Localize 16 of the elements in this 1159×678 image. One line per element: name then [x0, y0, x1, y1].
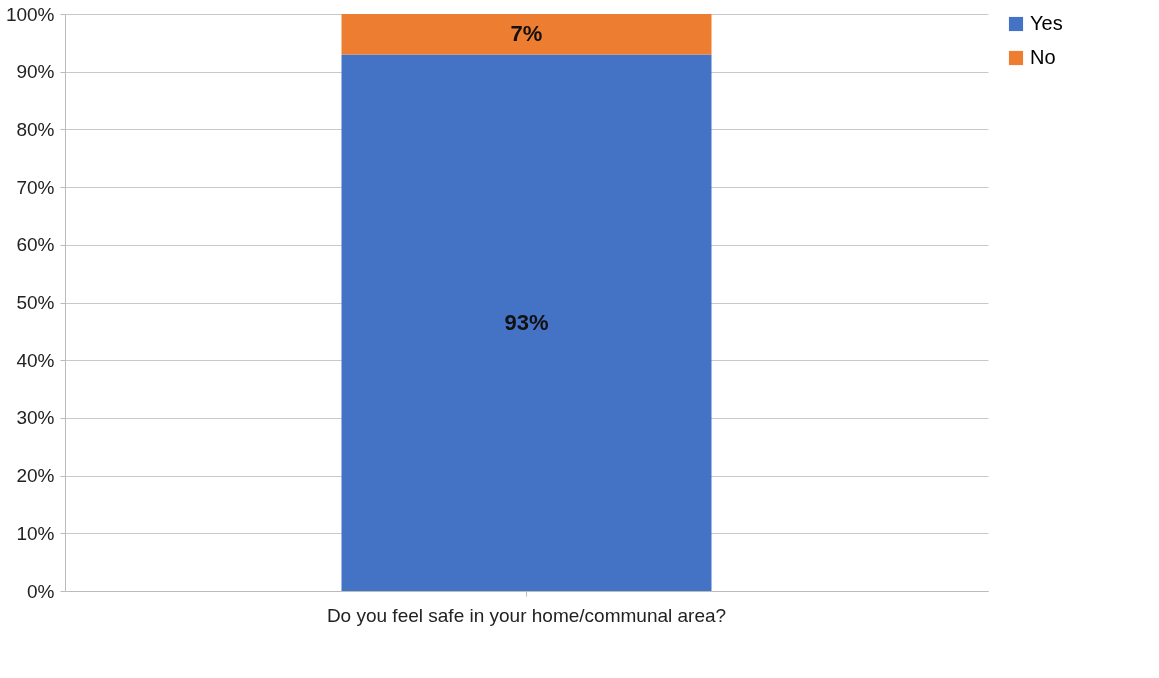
- y-tick-label: 0%: [27, 580, 55, 602]
- y-tick-label: 90%: [16, 61, 55, 83]
- legend-label: No: [1030, 46, 1056, 68]
- y-tick-label: 100%: [5, 3, 55, 25]
- data-label: 93%: [504, 309, 549, 335]
- data-label: 7%: [510, 21, 543, 47]
- y-tick-label: 30%: [16, 407, 55, 429]
- y-tick-label: 80%: [16, 118, 55, 140]
- y-tick-label: 40%: [16, 349, 55, 371]
- legend-label: Yes: [1030, 12, 1063, 34]
- y-tick-label: 20%: [16, 465, 55, 487]
- y-tick-label: 70%: [16, 176, 55, 198]
- y-tick-label: 50%: [16, 292, 55, 313]
- x-tick-label: Do you feel safe in your home/communal area?: [326, 604, 727, 626]
- y-tick-label: 10%: [16, 522, 55, 544]
- y-tick-label: 60%: [16, 234, 55, 256]
